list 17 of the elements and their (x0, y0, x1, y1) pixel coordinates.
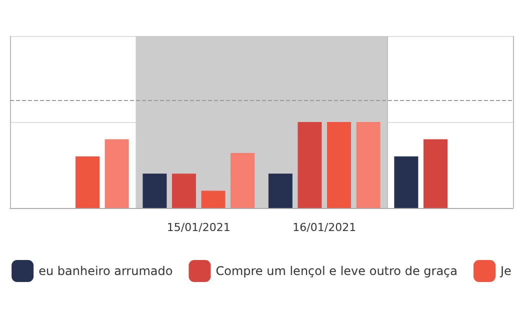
bar (394, 156, 418, 208)
bar (298, 122, 322, 208)
bar (172, 174, 196, 208)
bar (230, 152, 255, 208)
bar (423, 139, 448, 208)
bar (142, 174, 167, 208)
bar (201, 190, 226, 208)
legend-label: Je (500, 264, 512, 278)
bar (356, 122, 380, 208)
bar (327, 122, 352, 208)
legend-label: Compre um lençol e leve outro de graça (216, 264, 458, 278)
bar (76, 156, 100, 208)
bar (268, 174, 292, 208)
x-tick-label: 16/01/2021 (292, 221, 356, 234)
legend-label: eu banheiro arrumado (38, 264, 173, 278)
bar (104, 139, 129, 208)
x-tick-label: 15/01/2021 (166, 221, 230, 234)
